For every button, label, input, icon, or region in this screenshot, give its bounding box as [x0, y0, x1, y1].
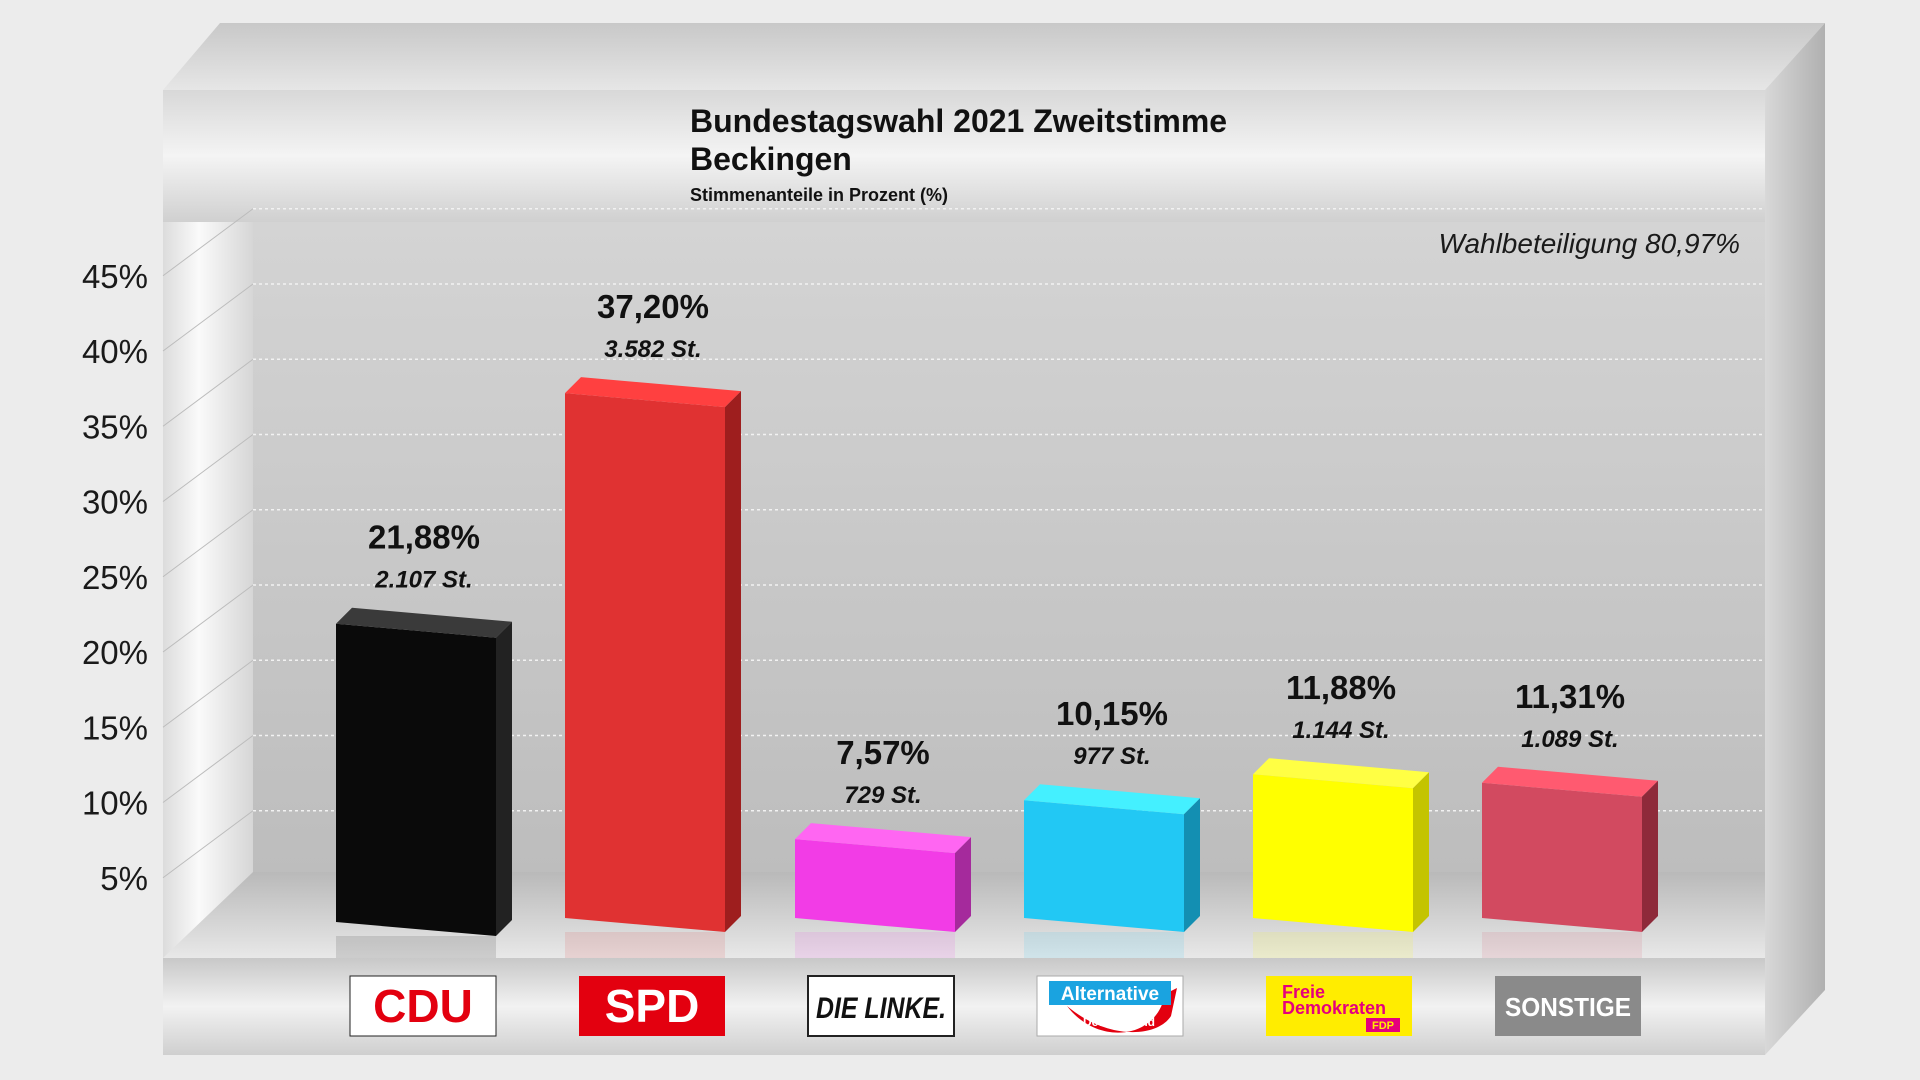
logo-sonstige: SONSTIGE	[1495, 976, 1641, 1036]
plot-left-wall	[163, 222, 253, 958]
pct-label: 10,15%	[1056, 695, 1168, 732]
pct-label: 7,57%	[836, 734, 930, 771]
y-tick-label: 35%	[82, 408, 148, 445]
bar-cdu: 21,88% 2.107 St.	[336, 519, 512, 962]
logo-linke: DIE LINKE.	[807, 975, 955, 1037]
votes-label: 2.107 St.	[374, 567, 472, 594]
bar-front	[1253, 774, 1413, 932]
bar-side	[496, 621, 512, 936]
bar-top	[1024, 784, 1200, 815]
gridline-left-wall	[162, 208, 254, 277]
pct-label: 11,31%	[1515, 678, 1625, 715]
gridline-left-wall	[162, 735, 254, 803]
logo-text: Demokraten	[1282, 998, 1386, 1018]
gridline-left-wall	[162, 509, 254, 578]
votes-label: 3.582 St.	[604, 336, 701, 363]
chart-location: Beckingen	[690, 141, 852, 177]
gridline-left-wall	[162, 358, 254, 427]
y-axis: 5% 10% 15% 20% 25% 30% 35% 40% 45%	[82, 258, 148, 897]
y-tick-label: 30%	[82, 484, 148, 521]
bar-reflection	[336, 936, 496, 962]
bar-side	[1413, 772, 1429, 932]
bar-fdp: 11,88% 1.144 St.	[1253, 669, 1429, 958]
logo-text: Alternative	[1061, 984, 1159, 1005]
bar-top	[336, 607, 512, 638]
bar-top	[1482, 766, 1658, 797]
gridline-left-wall	[162, 810, 254, 879]
bar-side	[1184, 798, 1200, 932]
party-logos: CDU SPD DIE LINKE. AlternativefürDeutschlan…	[349, 975, 1641, 1037]
logo-text: für	[1111, 1006, 1123, 1016]
y-tick-label: 45%	[82, 258, 148, 295]
logo-text: Freie	[1282, 982, 1325, 1002]
bar-top	[1253, 758, 1429, 789]
header-band	[163, 90, 1765, 222]
votes-label: 729 St.	[844, 782, 921, 809]
logo-text: DIE LINKE.	[816, 992, 946, 1025]
pct-label: 11,88%	[1286, 669, 1396, 706]
logo-text: SONSTIGE	[1505, 992, 1631, 1022]
bar-reflection	[1253, 932, 1413, 958]
logo-text: FDP	[1372, 1020, 1394, 1032]
frame-right-face	[1765, 23, 1825, 1055]
y-tick-label: 10%	[82, 785, 148, 822]
bar-front	[565, 393, 725, 932]
bar-spd: 37,20% 3.582 St.	[565, 288, 741, 958]
bar-reflection	[1024, 932, 1184, 958]
bar-front	[1024, 800, 1184, 932]
votes-label: 1.089 St.	[1521, 726, 1618, 753]
gridline-left-wall	[162, 283, 254, 352]
bars: 21,88% 2.107 St. 37,20% 3.582 St. 7,57% 729 S…	[336, 288, 1658, 962]
turnout-label: Wahlbeteiligung 80,97%	[1439, 228, 1740, 259]
votes-label: 1.144 St.	[1292, 717, 1389, 744]
bar-side	[725, 391, 741, 932]
bar-reflection	[565, 932, 725, 958]
logo-cdu: CDU	[349, 975, 497, 1037]
chart-subtitle: Stimmenanteile in Prozent (%)	[690, 185, 948, 205]
logo-text: Deutschland	[1083, 1015, 1155, 1029]
gridline-left-wall	[162, 584, 254, 653]
pct-label: 37,20%	[597, 288, 709, 325]
bar-linke: 7,57% 729 St.	[795, 734, 971, 958]
logo-text: CDU	[373, 980, 473, 1032]
bar-front	[1482, 782, 1642, 932]
bar-front	[795, 839, 955, 932]
frame-top-face	[163, 23, 1825, 90]
logo-spd: SPD	[579, 976, 725, 1036]
bar-side	[955, 837, 971, 932]
y-tick-label: 40%	[82, 333, 148, 370]
bar-top	[795, 823, 971, 854]
bar-reflection	[1482, 932, 1642, 958]
pct-label: 21,88%	[368, 519, 480, 556]
y-tick-label: 25%	[82, 559, 148, 596]
bar-reflection	[795, 932, 955, 958]
y-tick-label: 15%	[82, 709, 148, 746]
bar-front	[336, 623, 496, 936]
votes-label: 977 St.	[1073, 743, 1150, 770]
gridline-left-wall	[162, 659, 254, 728]
logo-text: SPD	[605, 980, 700, 1032]
bar-top	[565, 377, 741, 408]
bar-afd: 10,15% 977 St.	[1024, 695, 1200, 958]
chart-title: Bundestagswahl 2021 Zweitstimme	[690, 103, 1227, 139]
gridline-left-wall	[162, 434, 254, 502]
bar-side	[1642, 780, 1658, 932]
y-tick-label: 5%	[100, 860, 148, 897]
bar-sonstige: 11,31% 1.089 St.	[1482, 678, 1658, 958]
y-tick-label: 20%	[82, 634, 148, 671]
